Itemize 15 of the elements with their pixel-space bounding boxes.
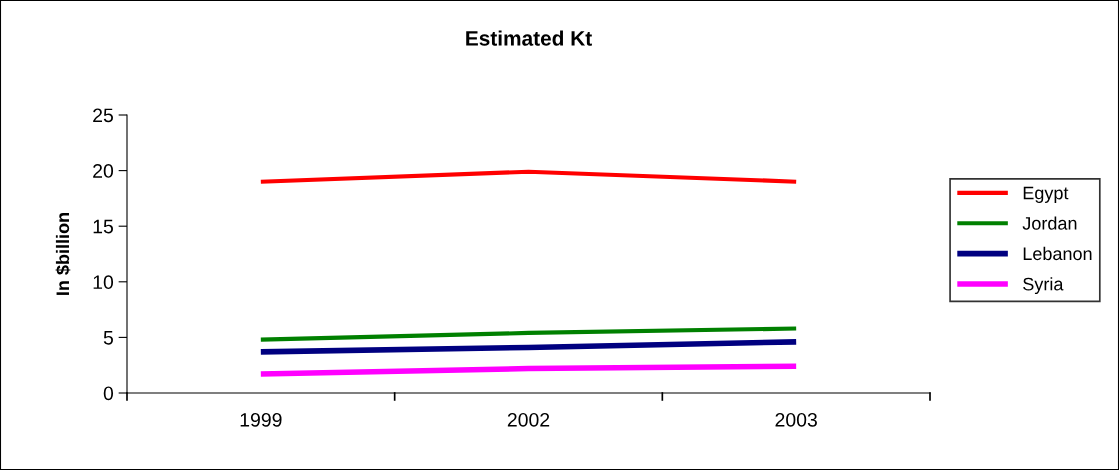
chart-title: Estimated Kt bbox=[466, 30, 592, 46]
y-tick-label: 10 bbox=[93, 275, 114, 290]
legend-label: Lebanon bbox=[1023, 246, 1092, 261]
y-tick-label: 25 bbox=[93, 108, 113, 123]
x-tick-label: 2002 bbox=[507, 412, 550, 427]
legend-label: Jordan bbox=[1022, 216, 1077, 230]
legend-label: Syria bbox=[1023, 277, 1064, 295]
y-tick-label: 0 bbox=[103, 386, 114, 401]
legend-label: Egypt bbox=[1023, 186, 1069, 203]
x-tick-label: 2003 bbox=[775, 412, 817, 427]
y-tick-label: 5 bbox=[103, 331, 113, 345]
x-tick-label: 1999 bbox=[240, 412, 282, 427]
y-tick-label: 15 bbox=[93, 219, 113, 234]
y-tick-label: 20 bbox=[93, 164, 114, 178]
y-axis-title: In $billion bbox=[55, 212, 71, 295]
